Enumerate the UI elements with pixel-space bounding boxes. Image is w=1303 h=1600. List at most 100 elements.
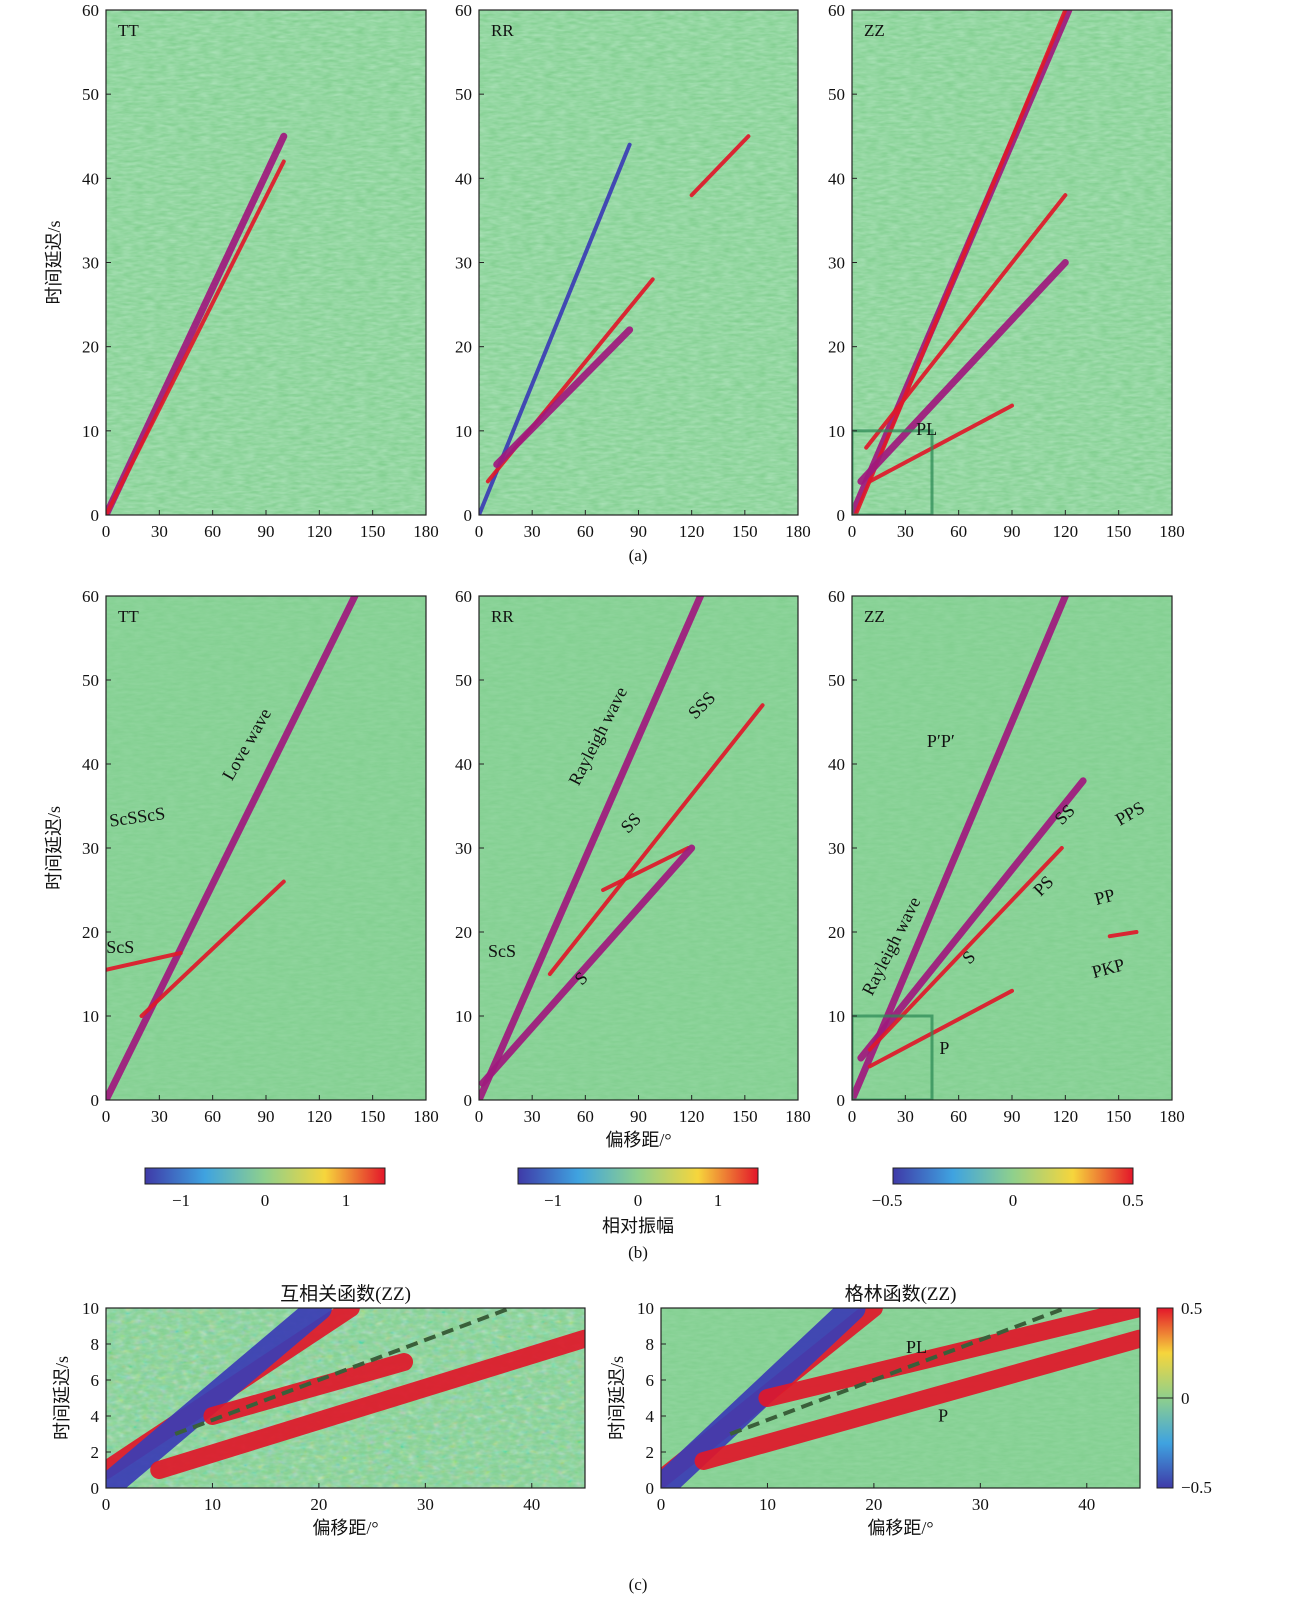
y-tick-label: 50: [82, 671, 99, 690]
event-arrival: [758, 1308, 1140, 1407]
x-axis-label: 偏移距/°: [867, 1518, 933, 1538]
x-tick-label: 90: [1004, 1107, 1021, 1126]
x-tick-label: 60: [204, 1107, 221, 1126]
x-tick-label: 0: [475, 1107, 484, 1126]
x-tick-label: 180: [1159, 522, 1185, 541]
panel-label: TT: [118, 607, 139, 626]
x-tick-label: 180: [413, 522, 439, 541]
x-tick-label: 90: [630, 522, 647, 541]
chart-panel-a-ZZ: 0 30 60 90 120 150 180 0 10 20 30 40 50 60 ZZ PL: [828, 1, 1185, 541]
plot-frame: [660, 1307, 1141, 1489]
x-tick-label: 150: [360, 522, 386, 541]
noise-texture: [479, 10, 798, 515]
x-tick-label: 60: [577, 1107, 594, 1126]
x-tick-label: 150: [360, 1107, 386, 1126]
chart-panel-a-RR: 0 30 60 90 120 150 180 0 10 20 30 40 50 60 RR: [455, 1, 811, 541]
colorbar-zz: −0.5 0 0.5: [872, 1167, 1144, 1210]
event-arrival: [150, 1329, 585, 1479]
event-arrival: [479, 844, 696, 1087]
chart-panel-c-CC: 0 10 20 30 40 0 2 4 6 8 10 互相关函数(ZZ) 时间延迟/s 偏移距/°: [52, 1283, 586, 1538]
noise-texture: [106, 10, 426, 515]
y-tick-label: 10: [82, 1007, 99, 1026]
colorbar-label: 相对振幅: [602, 1216, 674, 1236]
x-tick-label: 150: [1106, 522, 1132, 541]
chart-panel-b-TT: 0 30 60 90 120 150 1800102030405060TT时间延迟/sLov…: [44, 587, 439, 1126]
colorbar-c-tick: 0: [1181, 1389, 1190, 1408]
x-tick-label: 0: [102, 1107, 111, 1126]
y-tick-label: 20: [828, 923, 845, 942]
x-tick-label: 180: [785, 522, 811, 541]
y-tick-label: 20: [82, 923, 99, 942]
y-tick-label: 30: [828, 839, 845, 858]
x-tick-label: 0: [102, 1495, 111, 1514]
phase-annotation: P: [938, 1405, 948, 1425]
event-arrival: [857, 259, 1069, 485]
x-tick-label: 180: [1159, 1107, 1185, 1126]
colorbar-zz-tick: −0.5: [872, 1191, 903, 1210]
event-arrival: [493, 326, 634, 468]
x-tick-label: 30: [897, 1107, 914, 1126]
noise-texture: [479, 596, 798, 1100]
colorbar-c-tick: −0.5: [1181, 1478, 1212, 1497]
y-tick-label: 20: [828, 338, 845, 357]
x-tick-label: 60: [577, 522, 594, 541]
x-axis-label: 偏移距/°: [312, 1518, 378, 1538]
subcaption-b: (b): [628, 1243, 648, 1262]
event-arrival: [106, 1308, 332, 1488]
chart-panel-c-GF: 0 10 20 30 40 0 2 4 6 8 10 格林函数(ZZ) 时间延迟/s 偏移距/° PL P: [607, 1283, 1141, 1538]
colorbar-rr-tick: −1: [544, 1191, 562, 1210]
y-tick-label: 8: [646, 1335, 655, 1354]
event-arrival: [1107, 930, 1139, 939]
x-tick-label: 150: [732, 522, 758, 541]
event-arrival: [864, 193, 1068, 450]
y-tick-label: 40: [455, 755, 472, 774]
y-tick-label: 40: [828, 169, 845, 188]
zoom-region-box: [852, 1014, 934, 1100]
x-tick-label: 40: [523, 1495, 540, 1514]
y-tick-label: 60: [828, 1, 845, 20]
colorbar-rr-tick: 0: [634, 1191, 643, 1210]
y-axis-label: 时间延迟/s: [52, 1356, 72, 1440]
x-tick-label: 150: [732, 1107, 758, 1126]
event-arrival: [661, 1308, 866, 1488]
y-tick-label: 40: [828, 755, 845, 774]
y-tick-label: 30: [455, 839, 472, 858]
y-axis-label: 时间延迟/s: [607, 1356, 627, 1440]
x-tick-label: 120: [307, 1107, 333, 1126]
event-arrival: [106, 159, 286, 515]
y-tick-label: 60: [828, 587, 845, 606]
x-tick-label: 60: [950, 1107, 967, 1126]
x-tick-label: 40: [1078, 1495, 1095, 1514]
x-tick-label: 10: [204, 1495, 221, 1514]
x-tick-label: 0: [102, 522, 111, 541]
x-tick-label: 60: [204, 522, 221, 541]
phase-annotation: P: [939, 1038, 949, 1058]
y-tick-label: 50: [828, 85, 845, 104]
x-tick-label: 90: [258, 1107, 275, 1126]
y-tick-label: 30: [828, 254, 845, 273]
y-axis-label: 时间延迟/s: [44, 806, 64, 890]
y-tick-label: 2: [646, 1443, 655, 1462]
y-tick-label: 0: [91, 1091, 100, 1110]
event-arrival: [547, 703, 765, 976]
colorbar-tt: −1 0 1: [144, 1167, 386, 1210]
chart-title: 格林函数(ZZ): [845, 1283, 957, 1305]
x-tick-label: 120: [679, 1107, 705, 1126]
y-tick-label: 0: [91, 1479, 100, 1498]
y-tick-label: 0: [91, 506, 100, 525]
y-tick-label: 50: [455, 671, 472, 690]
y-axis-label: 时间延迟/s: [44, 220, 64, 304]
plot-frame: [105, 1307, 586, 1489]
x-tick-label: 20: [310, 1495, 327, 1514]
y-tick-label: 20: [455, 923, 472, 942]
colorbar-rr: −1 0 1 相对振幅: [517, 1167, 759, 1236]
y-tick-label: 30: [455, 254, 472, 273]
x-tick-label: 90: [258, 522, 275, 541]
y-tick-label: 8: [91, 1335, 100, 1354]
y-tick-label: 2: [91, 1443, 100, 1462]
y-tick-label: 10: [828, 422, 845, 441]
event-arrival: [694, 1329, 1140, 1470]
zoom-region-box: [852, 429, 934, 515]
x-axis-label: 偏移距/°: [605, 1130, 671, 1150]
